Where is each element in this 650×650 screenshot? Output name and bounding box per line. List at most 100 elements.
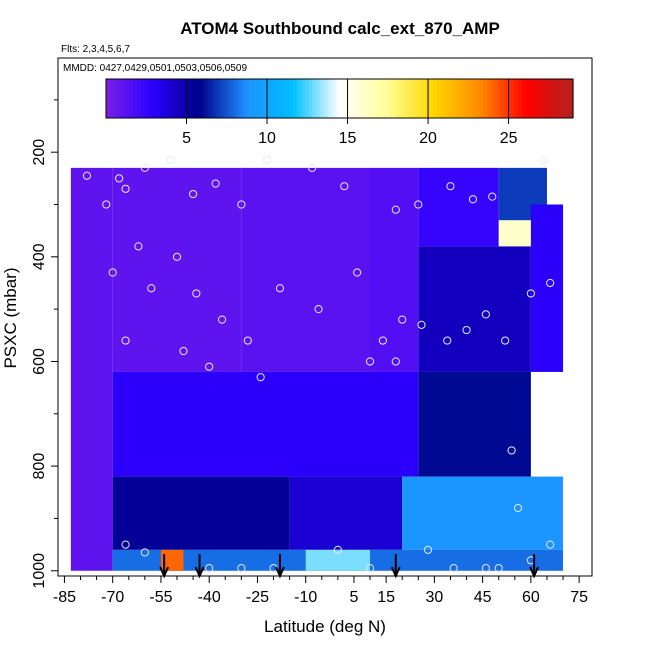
colorbar-swatch	[382, 79, 387, 118]
colorbar-swatch	[292, 79, 298, 118]
y-tick-label: 1000	[31, 553, 48, 589]
observation-point	[205, 362, 214, 371]
observation-point	[134, 242, 143, 251]
observation-point	[121, 336, 130, 345]
colorbar-swatch	[421, 79, 426, 118]
observation-point	[468, 195, 478, 204]
colorbar-swatch	[316, 79, 321, 118]
colorbar-swatch	[417, 79, 422, 118]
heatmap-cell	[112, 167, 242, 372]
colorbar-swatch	[304, 79, 309, 118]
colorbar-swatch	[156, 79, 162, 118]
colorbar-swatch	[499, 79, 504, 118]
observation-point	[108, 268, 117, 277]
x-axis: -85 -70 -55 -40 -25 -10 5 15 30 45 60 75	[53, 575, 588, 606]
colorbar-swatch	[242, 79, 247, 118]
heatmap-cell	[305, 549, 371, 571]
heatmap-cell	[70, 167, 113, 571]
colorbar-swatch	[432, 79, 438, 118]
colorbar-swatch	[370, 79, 376, 118]
colorbar-swatch	[510, 79, 516, 118]
observation-point	[417, 320, 426, 329]
colorbar-swatch	[479, 79, 485, 118]
colorbar-swatch	[113, 79, 119, 118]
colorbar-swatch	[257, 79, 263, 118]
observation-point	[256, 373, 265, 382]
colorbar-frame	[105, 78, 574, 119]
colorbar-swatch	[323, 79, 329, 118]
y-tick-label: 400	[31, 243, 48, 270]
colorbar-swatch	[226, 79, 232, 118]
observation-point	[446, 182, 455, 191]
colorbar-swatch	[246, 79, 251, 118]
observation-point	[179, 346, 188, 356]
colorbar-swatch	[211, 79, 216, 118]
observation-point	[147, 284, 156, 293]
colorbar-swatch	[534, 79, 539, 118]
colorbar-swatch	[390, 79, 395, 118]
heatmap-cell	[289, 476, 403, 550]
observation-point	[172, 252, 182, 261]
colorbar-swatch	[308, 79, 313, 118]
colorbar-swatch	[249, 79, 255, 118]
colorbar-swatch	[148, 79, 154, 118]
heatmap-layer	[70, 167, 564, 571]
heatmap-cell	[402, 476, 564, 550]
observation-point	[211, 179, 220, 188]
colorbar-swatch	[222, 79, 228, 118]
colorbar-swatch	[121, 79, 127, 118]
colorbar-swatch	[160, 79, 165, 118]
x-tick-label: -55	[149, 589, 172, 606]
y-tick-label: 200	[31, 139, 48, 166]
colorbar-swatch	[545, 79, 551, 118]
colorbar-swatch	[347, 79, 352, 118]
colorbar-swatch	[187, 79, 193, 118]
colorbar-swatch	[164, 79, 169, 118]
x-tick-label: 30	[425, 589, 443, 606]
colorbar-swatch	[281, 79, 286, 118]
colorbar-swatch	[172, 79, 177, 118]
observation-point	[140, 548, 149, 557]
colorbar-swatch	[475, 79, 481, 118]
colorbar-swatch	[456, 79, 461, 118]
colorbar-swatch	[471, 79, 477, 118]
observation-point	[140, 163, 149, 172]
x-tick-label: -40	[198, 589, 221, 606]
colorbar-swatch	[203, 79, 208, 118]
dates-subtitle: MMDD: 0427,0429,0501,0503,0506,0509	[63, 63, 247, 74]
x-tick-label: -70	[101, 589, 124, 606]
observation-point	[507, 446, 516, 455]
colorbar-tick-label: 15	[339, 130, 357, 147]
observation-point	[398, 315, 407, 324]
observation-point	[391, 357, 400, 366]
observation-point	[333, 545, 342, 554]
colorbar-swatch	[343, 79, 348, 118]
colorbar-swatch	[393, 79, 399, 118]
y-axis: 200 400 600 800 1000	[31, 99, 58, 589]
colorbar-swatch	[514, 79, 520, 118]
colorbar-swatch	[444, 79, 450, 118]
observation-point	[494, 564, 503, 573]
colorbar-swatch	[565, 79, 570, 118]
colorbar-swatch	[495, 79, 500, 118]
colorbar-swatch	[285, 79, 290, 118]
x-axis-label: Latitude (deg N)	[264, 617, 386, 636]
observation-point	[262, 155, 272, 165]
x-tick-label: -10	[294, 589, 317, 606]
colorbar-swatch	[502, 79, 508, 118]
colorbar-swatch	[269, 79, 274, 118]
observation-markers	[82, 155, 555, 573]
heatmap-cell	[160, 549, 184, 571]
colorbar-swatch	[109, 79, 115, 118]
colorbar-swatch	[265, 79, 271, 118]
colorbar-swatch	[214, 79, 220, 118]
observation-point	[308, 163, 317, 172]
observation-point	[340, 182, 349, 191]
colorbar-swatch	[296, 79, 302, 118]
colorbar-swatch	[537, 79, 543, 118]
observation-point	[243, 336, 252, 345]
colorbar-swatch	[168, 79, 173, 118]
colorbar-swatch	[195, 79, 200, 118]
colorbar-swatch	[553, 79, 559, 118]
